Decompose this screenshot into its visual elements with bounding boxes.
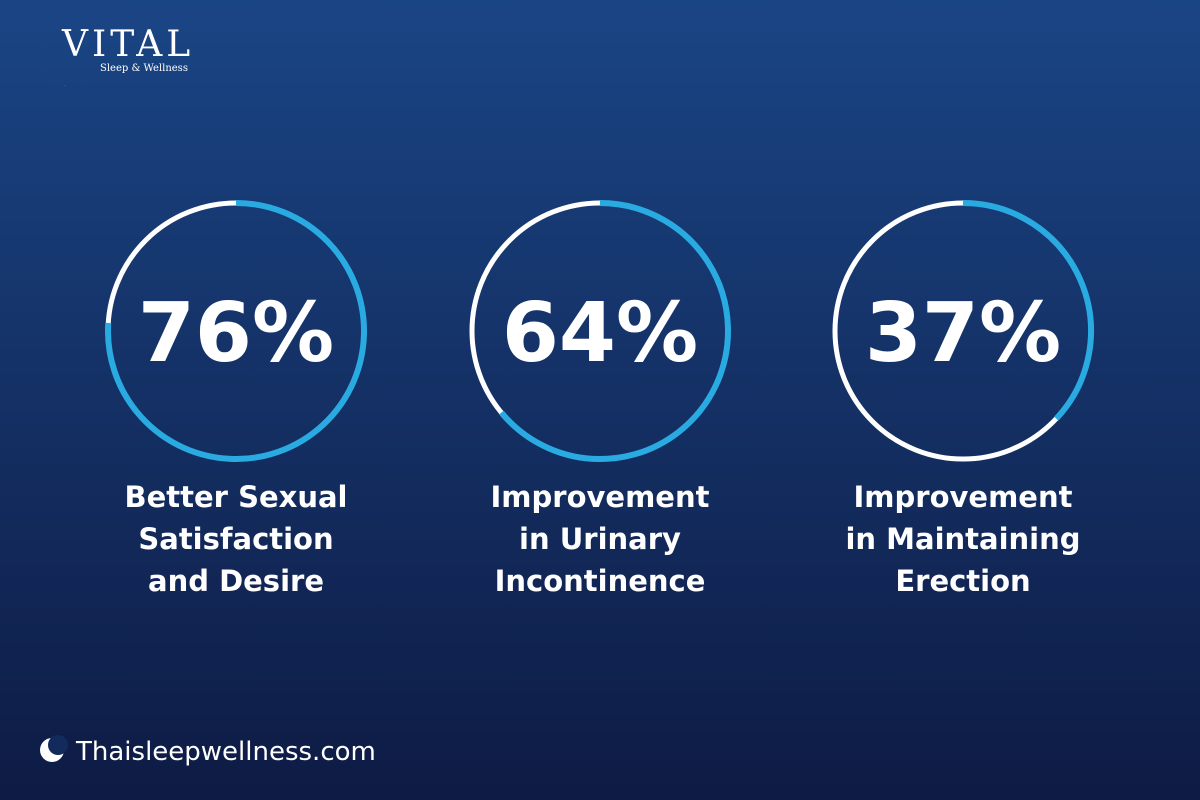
value-label: 37% — [865, 286, 1061, 381]
ring-arc — [105, 200, 367, 462]
ring-label: Improvement — [854, 480, 1073, 514]
ring-label: Satisfaction — [138, 522, 333, 556]
ring-label: Incontinence — [495, 564, 706, 598]
ring-label: Improvement — [491, 480, 710, 514]
logo-tagline: Sleep & Wellness — [100, 63, 188, 74]
ring-label: Erection — [895, 564, 1030, 598]
logo-text: VITAL — [61, 24, 194, 65]
ring-label: and Desire — [148, 564, 324, 598]
ring-label: in Urinary — [519, 522, 681, 556]
ring-arc — [962, 200, 1094, 421]
footer-url: Thaisleepwellness.com — [75, 737, 376, 767]
footer-icon-cut — [48, 735, 68, 755]
value-label: 76% — [138, 286, 334, 381]
ring-label: Better Sexual — [125, 480, 348, 514]
ring-label: in Maintaining — [845, 522, 1080, 556]
ring-arc — [499, 200, 731, 462]
value-label: 64% — [502, 286, 698, 381]
